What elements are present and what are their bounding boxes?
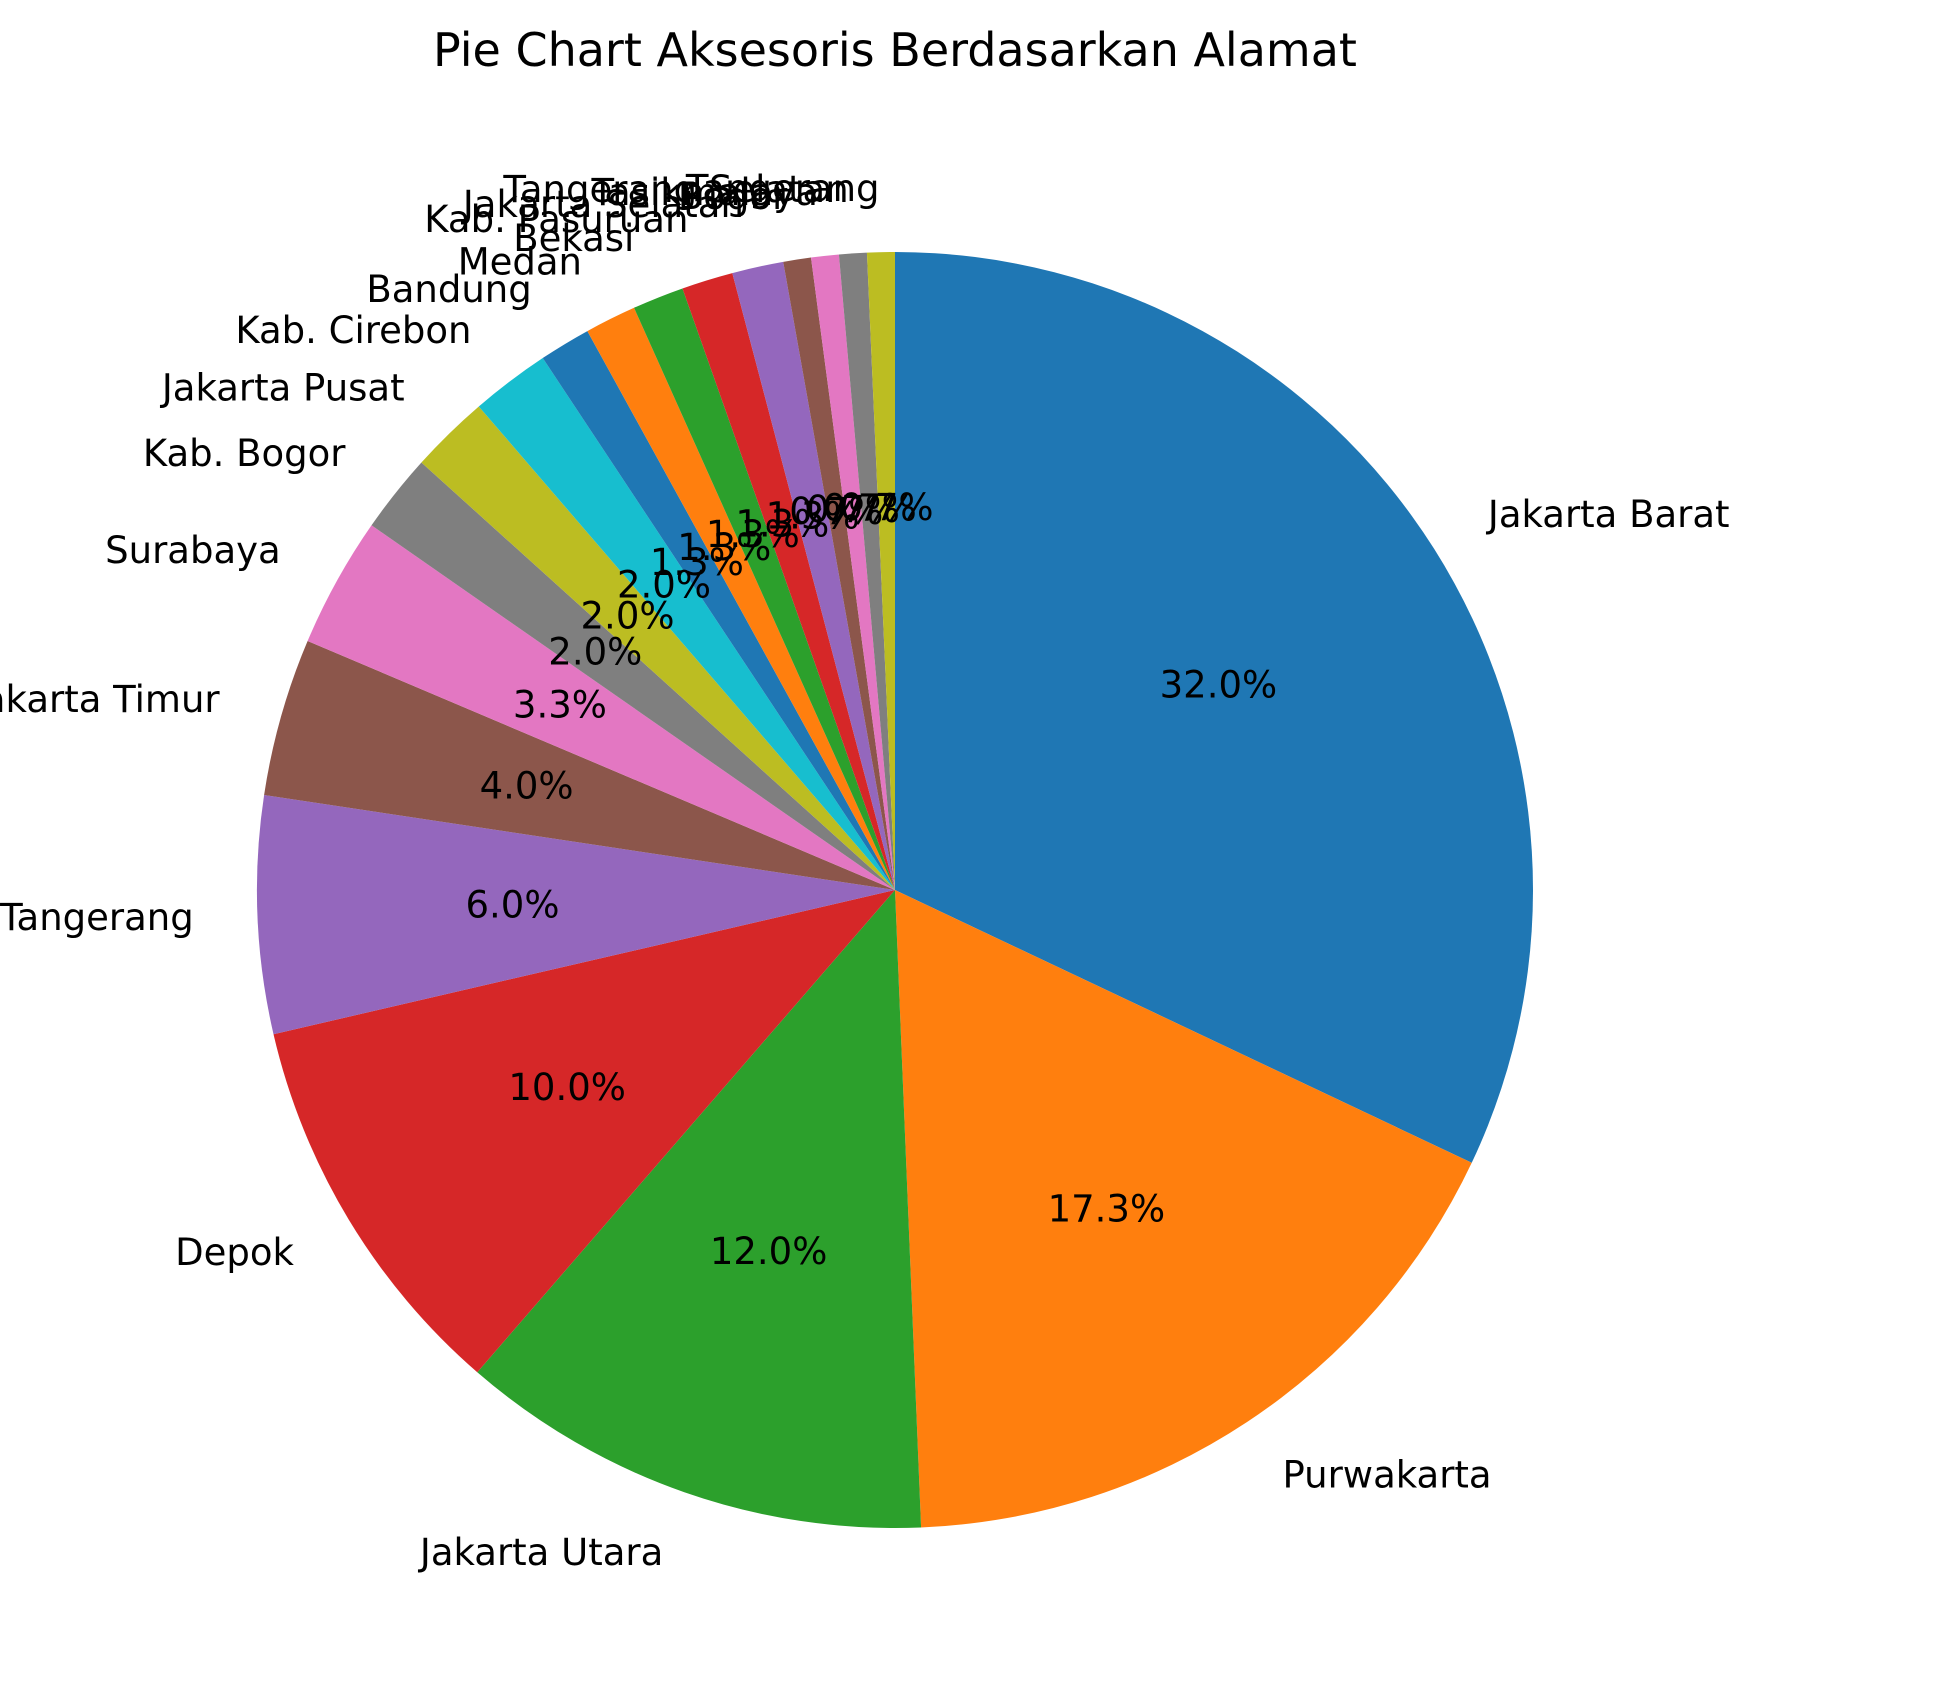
pie-slice-jakarta-barat: [895, 252, 1533, 1163]
pct-label-tasikmalaya: 0.7%: [806, 488, 900, 531]
pct-label-tangerang-selatan: 0.7%: [823, 487, 917, 530]
pie-slice-purwakarta: [895, 890, 1472, 1528]
slice-label-tangerang-selatan: Tangerang Selatan: [502, 168, 848, 211]
pct-label-jakarta-barat: 32.0%: [1160, 664, 1278, 707]
pie-slice-surabaya: [307, 525, 896, 890]
pct-label-bandung: 1.3%: [650, 541, 744, 584]
pct-label-surabaya: 3.3%: [513, 683, 607, 726]
slice-label-jakarta-selatan: Jakarta Selatan: [461, 183, 744, 226]
percentage-labels: 32.0%17.3%12.0%10.0%6.0%4.0%3.3%2.0%2.0%…: [466, 486, 1278, 1273]
pie-slice-kab-bogor: [371, 462, 895, 890]
pct-label-purwakarta: 17.3%: [1048, 1188, 1166, 1231]
pct-label-depok: 10.0%: [508, 1066, 626, 1109]
pie-slice-bandung: [542, 331, 895, 890]
slice-label-jakarta-barat: Jakarta Barat: [1486, 493, 1730, 536]
pct-label-kab-pasuruan: 1.3%: [735, 503, 829, 546]
pct-label-kab-bogor: 2.0%: [548, 630, 642, 673]
slice-label-jakarta-pusat: Jakarta Pusat: [160, 366, 405, 409]
slice-label-jakarta-timur: Jakarta Timur: [0, 678, 220, 721]
slice-label-kab-cirebon: Kab. Cirebon: [235, 309, 471, 352]
slice-label-depok: Depok: [175, 1231, 294, 1274]
pct-label-medan: 1.3%: [677, 526, 771, 569]
pct-label-tangerang: 0.7%: [840, 486, 934, 529]
pct-label-bekasi: 1.3%: [706, 513, 800, 556]
slice-label-jakarta-utara: Jakarta Utara: [418, 1531, 663, 1574]
slice-label-medan: Medan: [458, 240, 582, 283]
pie-slice-jakarta-pusat: [421, 406, 895, 890]
slice-label-kab-pasuruan: Kab. Pasuruan: [424, 198, 688, 241]
slice-label-surabaya: Surabaya: [105, 529, 281, 572]
pie-slice-bogor: [783, 257, 895, 890]
pct-label-jakarta-pusat: 2.0%: [581, 595, 675, 638]
pie-slice-medan: [587, 307, 895, 890]
pie-slices: [256, 252, 1533, 1529]
slice-label-tangerang: Tangerang: [685, 167, 880, 210]
pie-slice-tasikmalaya: [810, 254, 895, 891]
pct-label-jakarta-utara: 12.0%: [710, 1230, 828, 1273]
slice-label-bogor: Bogor: [678, 175, 788, 218]
slice-label-bekasi: Bekasi: [513, 217, 634, 260]
pie-slice-tangerang-selatan: [838, 252, 895, 890]
pct-label-jakarta-timur: 4.0%: [480, 764, 574, 807]
slice-label-tasikmalaya: Tasikmalaya: [591, 171, 818, 214]
pie-slice-bekasi: [634, 288, 895, 890]
pie-slice-kab-tangerang: [256, 795, 895, 1035]
pct-label-jakarta-selatan: 1.3%: [766, 495, 860, 538]
pie-slice-tangerang: [866, 252, 895, 890]
pie-slice-jakarta-selatan: [732, 261, 895, 890]
slice-label-kab-tangerang: Kab. Tangerang: [0, 896, 194, 939]
slice-labels: Jakarta Barat Purwakarta Jakarta Utara Depo…: [0, 167, 1730, 1574]
pct-label-bogor: 0.7%: [789, 490, 883, 533]
slice-label-kab-bogor: Kab. Bogor: [143, 432, 346, 475]
chart-title: Pie Chart Aksesoris Berdasarkan Alamat: [433, 23, 1357, 77]
slice-label-purwakarta: Purwakarta: [1282, 1454, 1491, 1497]
pie-slice-jakarta-timur: [264, 640, 896, 890]
pie-slice-kab-pasuruan: [682, 273, 895, 891]
pct-label-kab-cirebon: 2.0%: [617, 563, 711, 606]
pie-slice-jakarta-utara: [477, 890, 922, 1529]
pct-label-kab-tangerang: 6.0%: [466, 884, 560, 927]
pie-slice-depok: [273, 890, 895, 1373]
pie-slice-kab-cirebon: [478, 358, 895, 890]
slice-label-bandung: Bandung: [366, 268, 531, 311]
